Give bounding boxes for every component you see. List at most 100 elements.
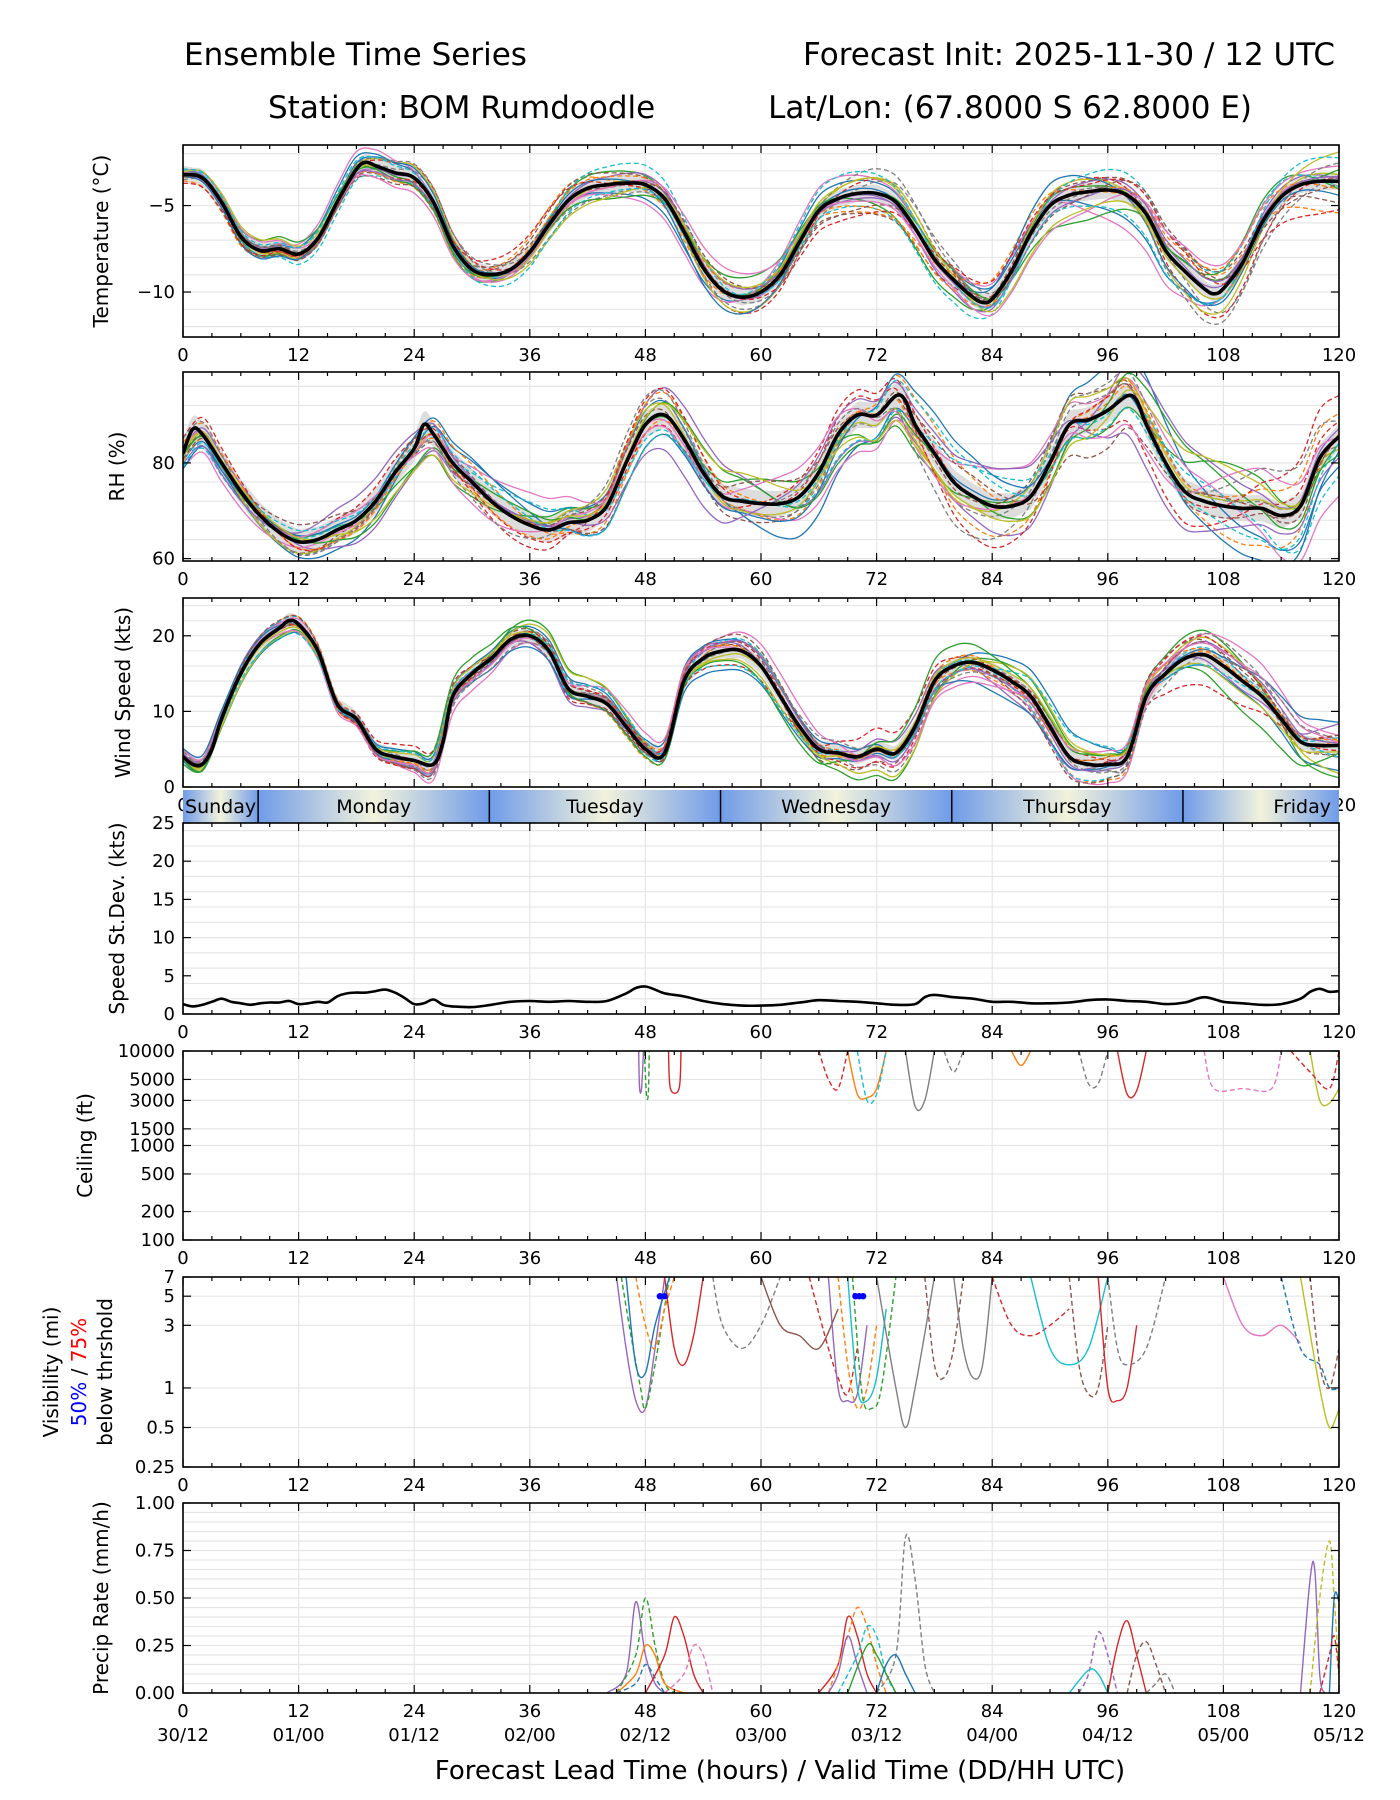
ensemble-member-trace xyxy=(847,1642,897,1693)
x-tick-label: 24 xyxy=(403,1022,426,1043)
valid-time-label: 05/00 xyxy=(1197,1725,1249,1746)
y-tick-label: 10 xyxy=(152,928,175,949)
x-tick-label: 60 xyxy=(750,1701,773,1722)
x-tick-label: 60 xyxy=(750,1022,773,1043)
ensemble-member-line xyxy=(183,165,1339,317)
x-tick-label: 96 xyxy=(1096,1248,1119,1269)
visibility-threshold-label: 50% / 75% xyxy=(67,1318,91,1426)
y-axis-label: Speed St.Dev. (kts) xyxy=(105,822,129,1014)
x-tick-label: 48 xyxy=(634,1475,657,1496)
x-tick-label: 12 xyxy=(287,345,310,366)
threshold-marker xyxy=(661,1292,668,1300)
y-tick-label: 0 xyxy=(164,777,175,798)
ensemble-member-trace xyxy=(1030,1277,1109,1366)
x-tick-label: 60 xyxy=(750,1248,773,1269)
y-tick-label: 0.00 xyxy=(135,1683,175,1704)
ensemble-member-trace xyxy=(638,1051,645,1095)
ensemble-member-trace xyxy=(1116,1051,1147,1099)
ensemble-member-trace xyxy=(664,1643,714,1693)
y-tick-label: 0 xyxy=(164,1004,175,1025)
valid-time-label: 05/12 xyxy=(1313,1725,1365,1746)
ensemble-member-line xyxy=(183,381,1339,535)
ensemble-member-line xyxy=(183,147,1339,307)
visibility-threshold-suffix: below thrshold xyxy=(93,1298,117,1446)
y-tick-label: 1000 xyxy=(129,1136,175,1157)
x-tick-label: 36 xyxy=(518,1022,541,1043)
ensemble-member-line xyxy=(183,379,1339,554)
x-tick-label: 120 xyxy=(1322,1022,1356,1043)
day-segment xyxy=(1182,790,1339,823)
visibility-ylabel: Visibility (mi) xyxy=(39,1307,63,1438)
ensemble-member-trace xyxy=(667,1051,682,1095)
x-tick-label: 84 xyxy=(981,345,1004,366)
ensemble-member-trace xyxy=(643,1051,650,1101)
x-tick-label: 24 xyxy=(403,1701,426,1722)
x-tick-label: 96 xyxy=(1096,1022,1119,1043)
day-segment xyxy=(258,790,490,823)
ensemble-member-trace xyxy=(1203,1051,1282,1093)
valid-time-label: 03/12 xyxy=(851,1725,903,1746)
plot-area-ceiling xyxy=(638,1051,1339,1112)
y-tick-label: 1500 xyxy=(129,1119,175,1140)
ensemble-member-trace xyxy=(1078,1051,1109,1089)
ensemble-member-trace xyxy=(856,1051,887,1105)
valid-time-label: 01/12 xyxy=(388,1725,440,1746)
panel-visibility: 0 12 24 36 48 60 72 84 96 108 120 0.25 0.5 1 3 57 Visibi… xyxy=(39,1267,1356,1496)
x-tick-label: 108 xyxy=(1206,1475,1240,1496)
ensemble-member-trace xyxy=(1309,1051,1339,1107)
day-name-label: Thursday xyxy=(1022,796,1111,818)
ensemble-mean-line xyxy=(183,160,1339,305)
x-tick-label: 24 xyxy=(403,1248,426,1269)
valid-time-label: 04/00 xyxy=(966,1725,1018,1746)
y-tick-label: 5 xyxy=(164,1286,175,1307)
ensemble-member-line xyxy=(183,372,1339,560)
ensemble-member-trace xyxy=(1097,1277,1138,1403)
x-tick-label: 72 xyxy=(865,345,888,366)
ensemble-member-trace xyxy=(818,1051,849,1091)
x-tick-label: 96 xyxy=(1096,1701,1119,1722)
y-tick-label: −5 xyxy=(148,196,175,217)
ensemble-member-line xyxy=(183,169,1339,308)
y-tick-label: 3 xyxy=(164,1315,175,1336)
y-tick-label: 5000 xyxy=(129,1069,175,1090)
valid-time-label: 02/12 xyxy=(619,1725,671,1746)
ensemble-member-trace xyxy=(620,1277,671,1410)
x-tick-label: 108 xyxy=(1206,1022,1240,1043)
ensemble-member-trace xyxy=(808,1277,858,1396)
panel-precip: 0 12 24 36 48 60 72 84 96 108 120 0.00 0.25 0.50 0.75 1… xyxy=(89,1493,1365,1746)
y-tick-label: 200 xyxy=(141,1202,175,1223)
y-tick-label: 0.25 xyxy=(135,1457,175,1478)
y-axis-label: Ceiling (ft) xyxy=(73,1093,97,1198)
ensemble-member-line xyxy=(183,372,1339,544)
x-tick-label: 36 xyxy=(518,345,541,366)
y-tick-label: 0.5 xyxy=(146,1417,175,1438)
ensemble-member-trace xyxy=(616,1644,685,1693)
x-tick-label: 24 xyxy=(403,569,426,590)
y-tick-label: 0.50 xyxy=(135,1588,175,1609)
panel-wind: 0122436486072849610812001020Wind Speed (… xyxy=(111,597,1356,816)
x-tick-label: 36 xyxy=(518,1475,541,1496)
plot-area-visibility xyxy=(615,1277,1339,1430)
x-tick-label: 72 xyxy=(865,1022,888,1043)
panel-temperature: 0 12 24 36 48 60 72 84 96 108 120 −5 −10 Temperature … xyxy=(89,144,1356,366)
y-tick-label: 100 xyxy=(141,1230,175,1251)
x-tick-label: 96 xyxy=(1096,345,1119,366)
ensemble-member-line xyxy=(183,623,1339,778)
day-name-label: Wednesday xyxy=(781,796,891,818)
x-tick-label: 48 xyxy=(634,569,657,590)
ensemble-member-trace xyxy=(712,1277,781,1350)
x-tick-label: 120 xyxy=(1322,1701,1356,1722)
ensemble-member-trace xyxy=(827,1635,868,1693)
ensemble-member-trace xyxy=(847,1277,887,1404)
ensemble-member-trace xyxy=(635,1277,675,1350)
ensemble-member-line xyxy=(183,407,1339,538)
ensemble-member-trace xyxy=(1107,1277,1167,1366)
ensemble-member-trace xyxy=(625,1277,671,1379)
ensemble-member-trace xyxy=(827,1606,887,1693)
y-axis-label: RH (%) xyxy=(105,432,129,502)
ensemble-member-trace xyxy=(616,1663,666,1693)
ensemble-member-trace xyxy=(1290,1051,1339,1090)
x-tick-label: 48 xyxy=(634,1248,657,1269)
ensemble-member-line xyxy=(183,389,1339,541)
day-name-label: Monday xyxy=(336,796,411,818)
